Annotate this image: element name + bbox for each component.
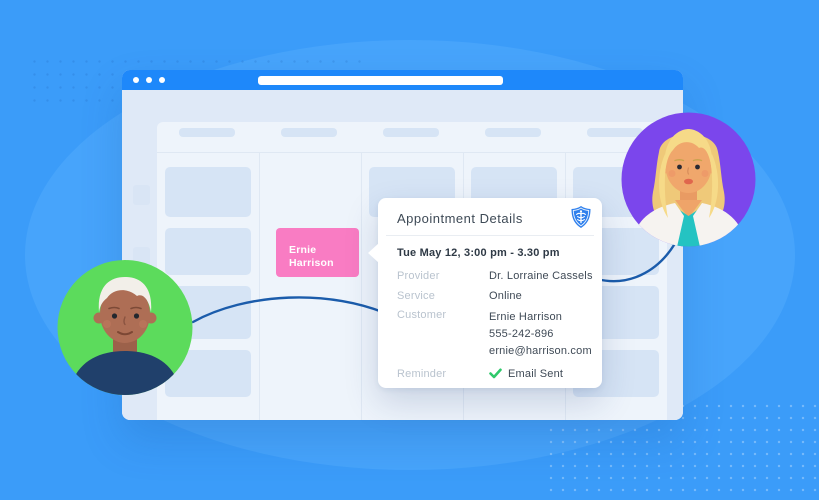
reminder-row: Reminder Email Sent	[397, 368, 588, 380]
provider-avatar	[621, 112, 756, 247]
medical-shield-icon	[571, 206, 591, 228]
calendar-mini-block	[133, 185, 150, 205]
customer-name: Ernie Harrison	[489, 311, 563, 323]
calendar-grid-line	[361, 152, 362, 420]
event-name-line: Ernie	[289, 244, 317, 256]
appointment-details-card: Appointment Details Tue May 12, 3:00 pm …	[368, 198, 602, 388]
window-controls-icon[interactable]	[133, 77, 165, 83]
customer-email: ernie@harrison.com	[489, 345, 592, 357]
event-name-line: Harrison	[289, 256, 334, 269]
calendar-event-ernie-harrison[interactable]: Ernie Harrison	[276, 228, 359, 277]
calendar-column-header	[587, 128, 643, 137]
calendar-grid-line	[259, 152, 260, 420]
row-label: Service	[397, 289, 436, 302]
customer-avatar	[57, 260, 193, 395]
address-bar[interactable]	[258, 75, 503, 85]
row-label: Provider	[397, 270, 440, 282]
service-row: Service Online	[397, 290, 588, 302]
customer-row: Customer Ernie Harrison 555-242-896 erni…	[397, 309, 592, 360]
service-value: Online	[489, 289, 522, 302]
row-label: Customer	[397, 309, 447, 321]
customer-phone: 555-242-896	[489, 328, 554, 340]
appointment-datetime: Tue May 12, 3:00 pm - 3.30 pm	[397, 247, 560, 259]
calendar-event-placeholder[interactable]	[165, 167, 251, 217]
browser-titlebar	[122, 70, 683, 90]
card-pointer-arrow	[368, 243, 379, 263]
card-divider	[386, 235, 594, 236]
calendar-column-header	[179, 128, 235, 137]
check-icon	[489, 368, 502, 379]
calendar-column-header	[485, 128, 541, 137]
provider-row: Provider Dr. Lorraine Cassels	[397, 270, 592, 282]
row-label: Reminder	[397, 367, 447, 380]
calendar-grid-line	[157, 152, 667, 153]
card-title: Appointment Details	[397, 211, 523, 226]
reminder-status: Email Sent	[508, 367, 564, 380]
calendar-column-header	[383, 128, 439, 137]
provider-value: Dr. Lorraine Cassels	[489, 270, 593, 282]
calendar-column-header	[281, 128, 337, 137]
calendar-event-placeholder[interactable]	[165, 228, 251, 275]
